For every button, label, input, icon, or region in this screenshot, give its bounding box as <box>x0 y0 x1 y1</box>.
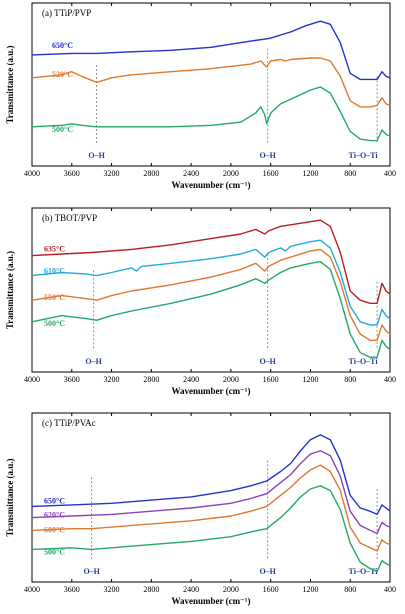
x-tick-label: 400 <box>384 585 396 594</box>
x-tick-label: 3600 <box>64 169 80 178</box>
y-axis-label: Transmittance (a.u.) <box>5 251 15 329</box>
series-line-600c <box>31 464 391 552</box>
annotation-label: O–H <box>259 567 276 576</box>
annotation-label: Ti–O–Ti <box>349 567 379 576</box>
annotation-label: O–H <box>83 567 100 576</box>
annotation-label: O–H <box>259 357 276 366</box>
panel-title: (b) TBOT/PVP <box>42 213 97 223</box>
x-tick-label: 1600 <box>263 585 279 594</box>
x-tick-label: 2000 <box>223 375 239 384</box>
x-tick-label: 2400 <box>183 375 199 384</box>
x-tick-label: 1200 <box>302 169 318 178</box>
x-tick-label: 3600 <box>64 585 80 594</box>
annotation-label: O–H <box>85 357 102 366</box>
series-line-635c <box>31 219 391 304</box>
chart-panel-3: 4000 3600 3200 2800 2400 2000 1600 1200 800 400 Wa… <box>5 412 396 606</box>
x-tick-label: 1200 <box>302 585 318 594</box>
x-axis-label: Wavenumber (cm⁻¹) <box>171 386 250 396</box>
x-tick-label: 800 <box>344 169 356 178</box>
series-label: 550°C <box>44 293 65 302</box>
x-tick-label: 2400 <box>183 169 199 178</box>
series-label: 610°C <box>44 267 65 276</box>
x-axis-label: Wavenumber (cm⁻¹) <box>171 180 250 190</box>
series-label: 500°C <box>44 319 65 328</box>
series-label: 500°C <box>44 547 65 556</box>
x-tick-label: 2000 <box>223 169 239 178</box>
series-line-620c <box>31 450 391 535</box>
plot-frame <box>31 412 391 583</box>
series-line-500c <box>31 86 391 142</box>
x-tick-label: 2800 <box>143 585 159 594</box>
x-axis-label: Wavenumber (cm⁻¹) <box>171 596 250 606</box>
x-tick-label: 800 <box>344 375 356 384</box>
x-tick-label: 3200 <box>104 375 120 384</box>
panel-title: (c) TTiP/PVAc <box>42 418 96 428</box>
series-line-650c <box>31 20 391 81</box>
series-label: 650°C <box>52 41 73 50</box>
series-line-500c <box>31 485 391 573</box>
series-label: 620°C <box>44 511 65 520</box>
x-tick-label: 1200 <box>302 375 318 384</box>
x-tick-label: 1600 <box>263 375 279 384</box>
series-label: 650°C <box>44 496 65 505</box>
x-tick-label: 2000 <box>223 585 239 594</box>
x-tick-label: 400 <box>384 375 396 384</box>
y-axis-label: Transmittance (a.u.) <box>5 458 15 536</box>
series-label: 600°C <box>44 525 65 534</box>
x-tick-label: 2800 <box>143 375 159 384</box>
series-line-520c <box>31 57 391 108</box>
plot-frame <box>31 2 391 167</box>
chart-panel-1: 4000 3600 3200 2800 2400 2000 1600 1200 800 400 Wa… <box>5 2 396 190</box>
x-tick-label: 2800 <box>143 169 159 178</box>
x-tick-label: 3200 <box>104 169 120 178</box>
chart-panel-2: 4000 3600 3200 2800 2400 2000 1600 1200 800 400 Wa… <box>5 207 396 396</box>
panel-title: (a) TTiP/PVP <box>42 8 91 18</box>
x-tick-label: 4000 <box>24 375 40 384</box>
x-tick-label: 3600 <box>64 375 80 384</box>
plot-frame <box>31 207 391 373</box>
x-tick-label: 4000 <box>24 585 40 594</box>
annotation-label: O–H <box>88 151 105 160</box>
series-line-650c <box>31 434 391 516</box>
series-label: 520°C <box>52 70 73 79</box>
x-tick-label: 4000 <box>24 169 40 178</box>
series-label: 635°C <box>44 245 65 254</box>
annotation-label: Ti–O–Ti <box>349 151 379 160</box>
series-line-610c <box>31 239 391 326</box>
x-tick-label: 2400 <box>183 585 199 594</box>
x-tick-label: 3200 <box>104 585 120 594</box>
annotation-label: O–H <box>259 151 276 160</box>
x-tick-label: 800 <box>344 585 356 594</box>
x-tick-label: 400 <box>384 169 396 178</box>
series-label: 500°C <box>52 125 73 134</box>
series-line-500c <box>31 261 391 358</box>
x-tick-label: 1600 <box>263 169 279 178</box>
annotation-label: Ti–O–Ti <box>349 357 379 366</box>
series-line-550c <box>31 248 391 341</box>
y-axis-label: Transmittance (a.u.) <box>5 45 15 123</box>
